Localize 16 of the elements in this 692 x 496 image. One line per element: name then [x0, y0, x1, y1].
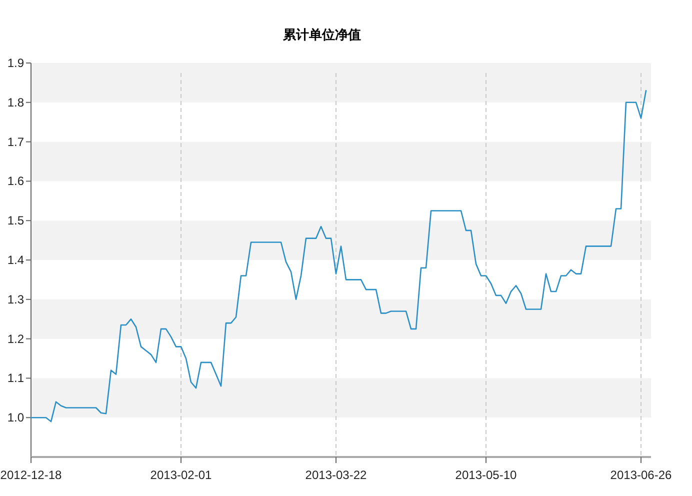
y-tick-label: 1.5 — [7, 214, 24, 228]
y-tick-label: 1.3 — [7, 292, 24, 306]
x-tick-label: 2012-12-18 — [0, 468, 62, 482]
y-tick-label: 1.9 — [7, 56, 24, 70]
y-tick-label: 1.7 — [7, 134, 24, 149]
x-tick-label: 2013-06-26 — [610, 468, 672, 482]
x-tick-label: 2013-03-22 — [305, 468, 368, 482]
y-tick-label: 1.8 — [7, 95, 24, 110]
y-tick-label: 1.1 — [7, 371, 24, 386]
chart-title: 累计单位净值 — [282, 27, 361, 42]
y-tick-label: 1.4 — [7, 253, 24, 267]
x-tick-label: 2013-02-01 — [150, 468, 212, 482]
y-tick-label: 1.0 — [7, 410, 24, 425]
y-tick-label: 1.2 — [7, 332, 24, 346]
x-tick-label: 2013-05-10 — [455, 468, 518, 482]
y-tick-label: 1.6 — [7, 174, 24, 188]
